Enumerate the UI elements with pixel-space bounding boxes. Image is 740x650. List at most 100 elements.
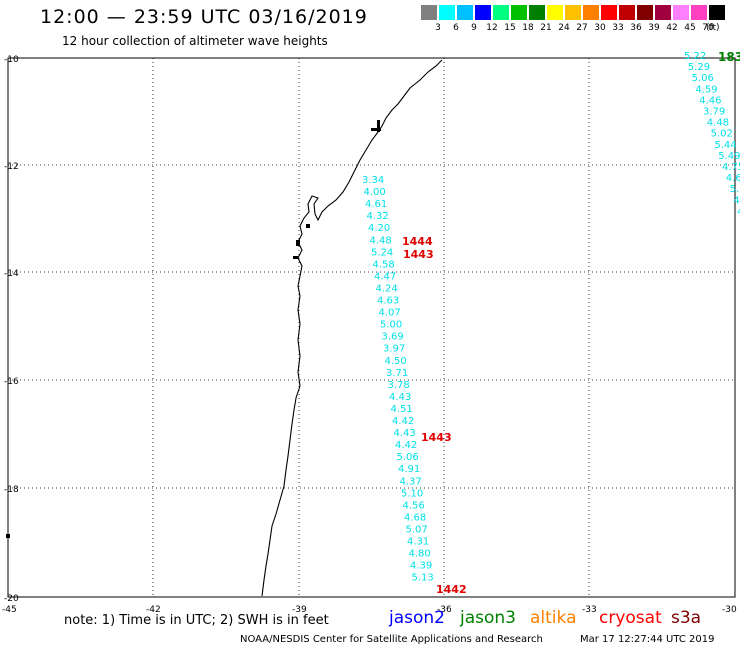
wave-height-value: 4.42 <box>395 440 417 451</box>
legend-tick-label: 36 <box>630 23 642 33</box>
wave-height-value: 5. <box>730 184 740 195</box>
wave-height-value: 4.75 <box>722 162 740 173</box>
wave-height-value: 3.97 <box>383 344 405 355</box>
satellite-label-cryosat: cryosat <box>599 608 662 628</box>
legend-tick-label: 45 <box>684 23 696 33</box>
legend-swatch <box>637 5 653 20</box>
wave-height-value: 4.00 <box>364 187 386 198</box>
wave-height-value: 4. <box>733 195 740 206</box>
longitude-label: -30 <box>722 605 737 615</box>
wave-height-value: 5.44 <box>714 140 736 151</box>
legend-swatch <box>691 5 707 20</box>
map-grid: -10 -12 -14 -16 -18 -20-45 -42 -39 -36 -33 -30 <box>2 55 737 615</box>
generation-timestamp: Mar 17 12:27:44 UTC 2019 <box>580 634 715 645</box>
wave-height-value: 4 <box>737 206 740 217</box>
legend-tick-label: 27 <box>576 23 588 33</box>
wave-height-value: 5.49 <box>718 151 740 162</box>
wave-height-value: 5.13 <box>412 573 434 584</box>
latitude-label: -14 <box>4 269 19 279</box>
pass-time-label: 1443 <box>403 248 434 261</box>
legend-swatch <box>547 5 563 20</box>
map-frame <box>7 57 736 598</box>
wave-height-value: 3.71 <box>386 368 408 379</box>
wave-height-value: 4.51 <box>391 404 413 415</box>
legend-swatch <box>655 5 671 20</box>
wave-height-value: 4.42 <box>392 416 414 427</box>
legend-tick-label: 33 <box>612 23 624 33</box>
wave-height-value: 4.50 <box>385 356 407 367</box>
legend-tick-label: 30 <box>594 23 606 33</box>
wave-height-value: 4.91 <box>398 464 420 475</box>
wave-height-value: 4.80 <box>409 549 431 560</box>
wave-height-value: 5.06 <box>397 452 419 463</box>
latitude-label: -20 <box>4 594 19 604</box>
longitude-label: -39 <box>292 605 307 615</box>
wave-height-value: 3.78 <box>388 380 410 391</box>
latitude-label: -16 <box>4 377 19 387</box>
longitude-label: -33 <box>582 605 597 615</box>
wave-height-value: 3.79 <box>703 107 725 118</box>
legend-tick-label: 12 <box>486 23 498 33</box>
wave-height-value: 4.6 <box>726 173 740 184</box>
wave-height-value: 4.37 <box>400 476 422 487</box>
longitude-label: -36 <box>437 605 452 615</box>
legend-swatch <box>511 5 527 20</box>
wave-height-value: 4.48 <box>370 235 392 246</box>
satellite-label-altika: altika <box>530 608 577 628</box>
wave-height-value: 4.61 <box>365 199 387 210</box>
page-title: 12:00 — 23:59 UTC 03/16/2019 <box>40 6 368 28</box>
pass-time-label: 183 <box>718 50 740 64</box>
legend-tick-label: 21 <box>540 23 552 33</box>
wave-height-value: 4.20 <box>368 223 390 234</box>
legend-tick-label: 39 <box>648 23 660 33</box>
page-subtitle: 12 hour collection of altimeter wave hei… <box>62 34 328 48</box>
legend-swatch <box>439 5 455 20</box>
legend-swatch <box>493 5 509 20</box>
wave-height-value: 5.07 <box>406 525 428 536</box>
legend-tick-label: 18 <box>522 23 534 33</box>
wave-height-value: 5.24 <box>371 247 393 258</box>
wave-height-value: 4.43 <box>394 428 416 439</box>
wave-height-value: 4.31 <box>407 537 429 548</box>
legend-tick-label: 6 <box>453 23 459 33</box>
wave-height-value: 4.48 <box>707 118 729 129</box>
legend-tick-label: 24 <box>558 23 570 33</box>
wave-height-value: 4.56 <box>403 500 425 511</box>
legend-swatch <box>565 5 581 20</box>
credit-line: NOAA/NESDIS Center for Satellite Applica… <box>240 634 543 645</box>
wave-height-value: 4.47 <box>374 271 396 282</box>
wave-height-value: 4.07 <box>379 308 401 319</box>
wave-height-value: 4.46 <box>699 95 721 106</box>
wave-height-value: 4.68 <box>404 512 426 523</box>
latitude-label: -10 <box>4 55 19 65</box>
legend-tick-label: 3 <box>435 23 441 33</box>
legend-swatch <box>421 5 437 20</box>
wave-height-value: 4.32 <box>367 211 389 222</box>
wave-height-value: 5.10 <box>401 488 423 499</box>
wave-height-value: 4.24 <box>376 283 398 294</box>
wave-tracks: 3.344.004.614.324.204.485.244.584.474.24… <box>362 51 740 584</box>
wave-height-value: 3.34 <box>362 175 384 186</box>
footer-note: note: 1) Time is in UTC; 2) SWH is in fe… <box>64 613 329 628</box>
longitude-label: -45 <box>2 605 17 615</box>
wave-height-value: 5.02 <box>711 129 733 140</box>
wave-height-value: 4.43 <box>389 392 411 403</box>
coast-islands <box>6 120 381 538</box>
legend-swatch <box>601 5 617 20</box>
legend-swatch <box>619 5 635 20</box>
legend-tick-label: 9 <box>471 23 477 33</box>
wave-height-value: 5.29 <box>688 62 710 73</box>
wave-height-value: 4.58 <box>373 259 395 270</box>
wave-height-value: 3.69 <box>382 332 404 343</box>
satellite-label-jason2: jason2 <box>389 608 445 628</box>
satellite-label-s3a: s3a <box>671 608 702 628</box>
legend-swatch <box>583 5 599 20</box>
pass-time-label: 1442 <box>436 583 467 596</box>
legend-tick-label: 70 <box>702 23 714 33</box>
wave-height-value: 5.22 <box>684 51 706 62</box>
legend-tick-label: 42 <box>666 23 678 33</box>
wave-height-value: 4.59 <box>695 84 717 95</box>
legend-tick-label: 15 <box>504 23 516 33</box>
legend-unit: (ft) <box>706 23 720 33</box>
